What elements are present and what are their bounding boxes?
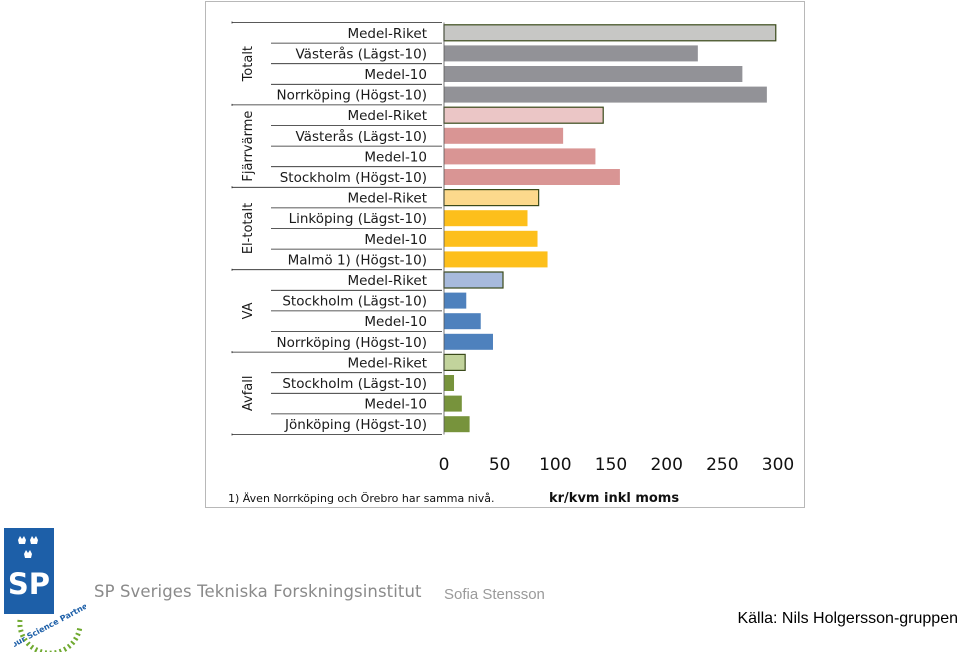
category-label: Medel-10 [364, 397, 427, 413]
bar [444, 333, 493, 350]
x-tick-label: 300 [762, 455, 794, 475]
bar [444, 230, 538, 247]
category-label: Medel-10 [364, 149, 427, 165]
category-label: Medel-Riket [347, 26, 427, 42]
bar [444, 313, 481, 330]
sp-logo: SP [4, 528, 54, 614]
x-tick-label: 100 [539, 455, 571, 475]
category-label: Stockholm (Lägst-10) [282, 376, 427, 392]
bar [443, 24, 777, 42]
bar [444, 210, 528, 227]
institute-name: SP Sveriges Tekniska Forskningsinstitut [94, 582, 422, 601]
group-label: Fjärrvärme [241, 111, 256, 182]
badge-text: your Science Partner [14, 600, 86, 652]
bar [444, 45, 698, 62]
category-label: Medel-10 [364, 67, 427, 83]
bar [444, 127, 564, 144]
category-label: Stockholm (Lägst-10) [282, 294, 427, 310]
science-partner-badge: your Science Partner [14, 600, 86, 652]
category-label: Medel-10 [364, 314, 427, 330]
bar [444, 169, 620, 185]
source-credit: Källa: Nils Holgersson-gruppen [737, 610, 958, 627]
x-tick-label: 250 [706, 455, 738, 475]
bar [444, 148, 596, 165]
bar [444, 395, 462, 412]
bar [444, 375, 455, 391]
bar [444, 66, 743, 82]
category-label: Malmö 1) (Högst-10) [288, 252, 427, 268]
x-tick-label: 200 [650, 455, 682, 475]
bar [443, 271, 504, 289]
category-label: Medel-Riket [347, 108, 427, 124]
x-tick-label: 50 [489, 455, 511, 475]
group-label: El-totalt [241, 203, 256, 254]
footnote: 1) Även Norrköping och Örebro har samma … [228, 492, 495, 505]
category-label: Jönköping (Högst-10) [284, 417, 427, 433]
bar [444, 416, 470, 433]
bar-chart: Medel-Riket Västerås (Lägst-10) Medel-10 No… [228, 21, 794, 506]
category-label: Norrköping (Högst-10) [277, 88, 427, 104]
group-label: Totalt [241, 46, 256, 82]
group-label: Avfall [241, 376, 256, 412]
category-label: Medel-Riket [347, 273, 427, 289]
bar [443, 106, 604, 124]
x-tick-label: 0 [439, 455, 450, 475]
chart-frame: Medel-Riket Västerås (Lägst-10) Medel-10 No… [205, 1, 805, 508]
category-label: Västerås (Lägst-10) [295, 128, 427, 145]
bar [443, 189, 540, 207]
category-label: Medel-Riket [347, 191, 427, 207]
bar [443, 353, 466, 371]
x-axis-label: kr/kvm inkl moms [549, 491, 679, 506]
category-label: Norrköping (Högst-10) [277, 335, 427, 351]
category-label: Medel-Riket [347, 355, 427, 371]
category-label: Medel-10 [364, 232, 427, 248]
x-tick-label: 150 [595, 455, 627, 475]
bar [444, 86, 767, 103]
group-label: VA [241, 302, 256, 319]
author-name: Sofia Stensson [444, 586, 545, 603]
bar [444, 292, 467, 309]
logo-text: SP [8, 567, 50, 601]
category-label: Västerås (Lägst-10) [295, 45, 427, 62]
bar [444, 251, 548, 268]
category-label: Linköping (Lägst-10) [289, 211, 427, 227]
category-label: Stockholm (Högst-10) [280, 170, 427, 186]
